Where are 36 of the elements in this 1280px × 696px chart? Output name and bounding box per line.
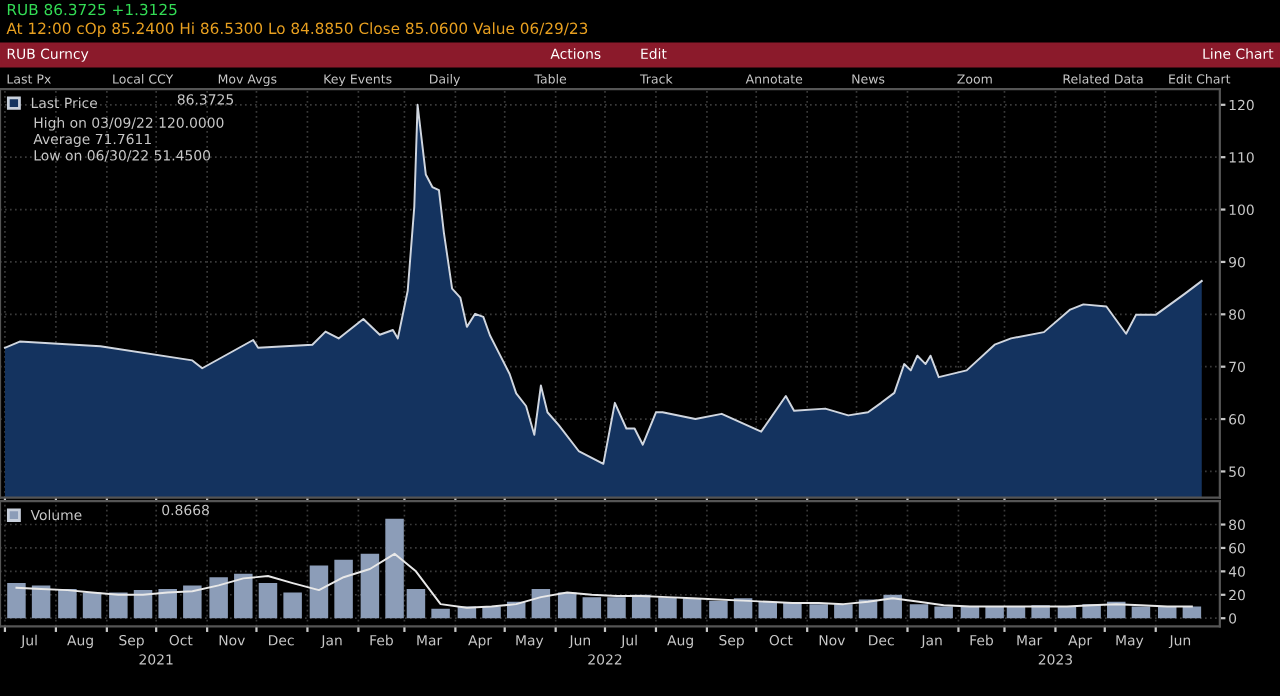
bar — [234, 573, 253, 619]
bar — [934, 606, 953, 619]
bar — [334, 559, 353, 619]
bar — [909, 604, 929, 619]
bar — [258, 583, 278, 619]
bar — [283, 592, 302, 619]
bar — [133, 590, 153, 619]
bar — [557, 592, 577, 619]
bar — [360, 553, 380, 619]
bar — [1182, 606, 1202, 619]
bar — [109, 592, 128, 619]
bar — [7, 583, 26, 619]
bar — [883, 594, 902, 619]
bar — [158, 588, 177, 619]
bar — [82, 592, 102, 619]
bar — [1031, 605, 1050, 619]
bar — [1157, 606, 1177, 619]
bar — [682, 598, 702, 619]
bar — [607, 597, 626, 619]
bar — [783, 602, 802, 619]
bar — [1057, 606, 1077, 619]
bar — [834, 604, 853, 619]
bar — [31, 585, 51, 619]
bar — [431, 608, 450, 619]
bar — [582, 597, 602, 619]
bar — [658, 597, 677, 619]
bar — [1131, 606, 1151, 619]
bar — [309, 565, 329, 619]
bar — [758, 601, 777, 619]
bar — [709, 600, 728, 619]
bar — [809, 604, 828, 619]
bar — [183, 585, 202, 619]
bar — [58, 588, 77, 619]
bar — [209, 577, 228, 619]
bar — [960, 606, 980, 619]
line-series — [15, 552, 1193, 609]
